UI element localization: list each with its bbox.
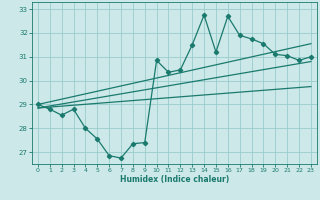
X-axis label: Humidex (Indice chaleur): Humidex (Indice chaleur)	[120, 175, 229, 184]
